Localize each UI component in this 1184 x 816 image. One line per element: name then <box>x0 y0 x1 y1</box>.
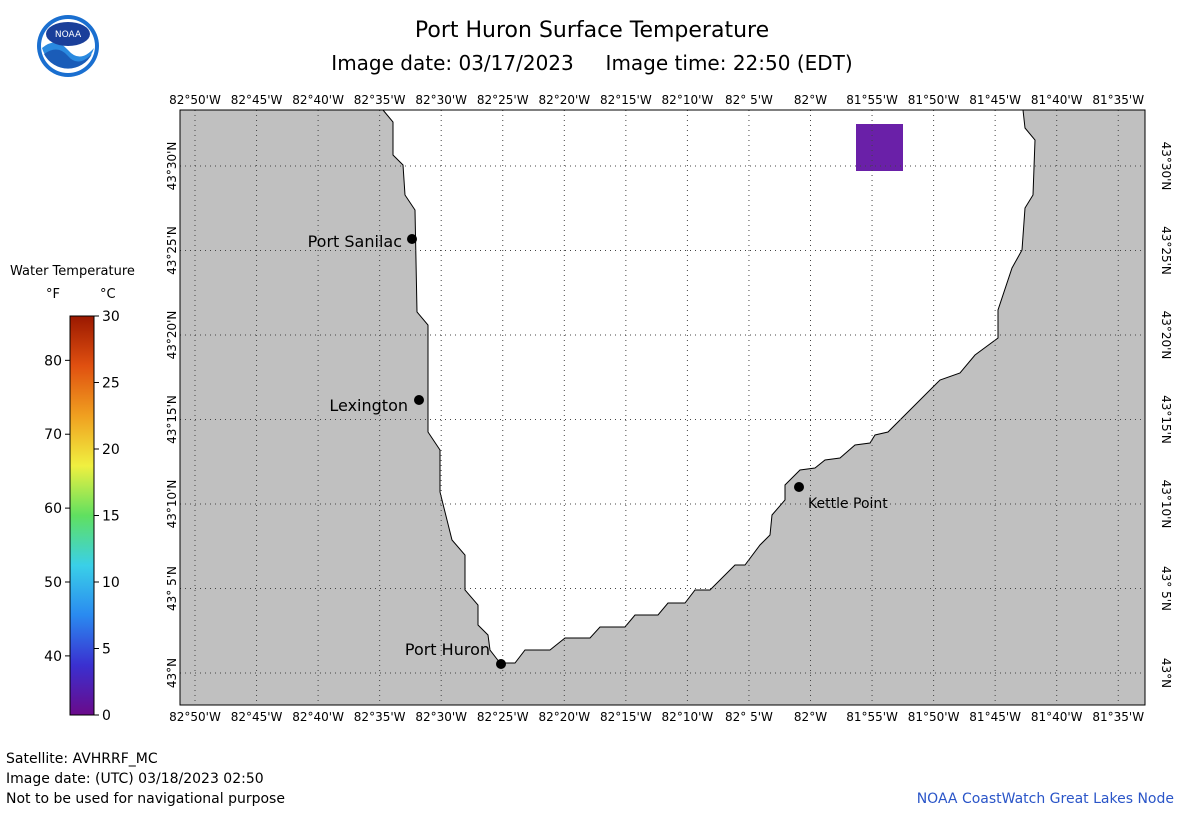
city-label: Lexington <box>329 396 408 415</box>
lon-label-bottom: 81°50'W <box>908 710 960 724</box>
lon-label-top: 82°45'W <box>231 93 283 107</box>
lat-label-right: 43° 5'N <box>1159 566 1173 611</box>
lon-label-top: 81°55'W <box>846 93 898 107</box>
land-michigan-fill <box>180 110 505 705</box>
city-label: Port Huron <box>405 640 490 659</box>
lon-label-top: 81°40'W <box>1031 93 1083 107</box>
lat-label-right: 43°25'N <box>1159 226 1173 275</box>
lon-label-bottom: 82°25'W <box>477 710 529 724</box>
lon-label-bottom: 81°35'W <box>1092 710 1144 724</box>
map-title: Port Huron Surface Temperature <box>414 18 770 43</box>
lon-label-bottom: 82°50'W <box>169 710 221 724</box>
utc-image-date: Image date: (UTC) 03/18/2023 02:50 <box>6 771 264 787</box>
sst-pixel-patch <box>856 124 903 171</box>
legend-label-c: 5 <box>102 642 111 658</box>
lon-label-top: 82°50'W <box>169 93 221 107</box>
coastline-west <box>382 109 501 664</box>
lon-label-bottom: 82°W <box>794 710 827 724</box>
city-marker <box>496 659 506 669</box>
lat-label-left: 43°N <box>165 658 179 688</box>
lon-label-bottom: 82°15'W <box>600 710 652 724</box>
legend-label-c: 30 <box>102 309 120 325</box>
lat-label-left: 43° 5'N <box>165 566 179 611</box>
city-marker <box>414 395 424 405</box>
lon-label-top: 82°15'W <box>600 93 652 107</box>
lon-label-top: 81°50'W <box>908 93 960 107</box>
lat-label-right: 43°10'N <box>1159 480 1173 529</box>
lon-label-top: 81°45'W <box>969 93 1021 107</box>
lon-label-bottom: 82°20'W <box>538 710 590 724</box>
satellite-info: Satellite: AVHRRF_MC <box>6 751 158 767</box>
city-label: Kettle Point <box>808 496 888 512</box>
lat-label-right: 43°30'N <box>1159 142 1173 191</box>
city-marker <box>407 234 417 244</box>
lon-label-top: 82° 5'W <box>725 93 773 107</box>
coastwatch-credit: NOAA CoastWatch Great Lakes Node <box>916 791 1174 807</box>
lat-label-left: 43°10'N <box>165 480 179 529</box>
lon-label-bottom: 81°40'W <box>1031 710 1083 724</box>
lon-label-top: 82°35'W <box>354 93 406 107</box>
legend-label-c: 10 <box>102 575 120 591</box>
lat-label-right: 43°N <box>1159 658 1173 688</box>
legend-label-f: 50 <box>44 575 62 591</box>
lon-label-bottom: 82° 5'W <box>725 710 773 724</box>
navigation-disclaimer: Not to be used for navigational purpose <box>6 791 285 807</box>
lat-label-left: 43°30'N <box>165 142 179 191</box>
city-label: Port Sanilac <box>308 232 402 251</box>
lat-label-left: 43°20'N <box>165 311 179 360</box>
lon-label-bottom: 81°45'W <box>969 710 1021 724</box>
lon-label-bottom: 82°40'W <box>292 710 344 724</box>
noaa-logo-icon: NOAA <box>36 14 100 78</box>
legend-unit-f: °F <box>46 287 60 302</box>
image-datetime: Image date: 03/17/2023 Image time: 22:50… <box>331 51 853 75</box>
lon-label-bottom: 82°30'W <box>415 710 467 724</box>
lat-label-right: 43°15'N <box>1159 395 1173 444</box>
lon-label-bottom: 82°10'W <box>662 710 714 724</box>
legend-label-f: 40 <box>44 649 62 665</box>
land-ontario <box>500 110 1145 705</box>
legend-label-c: 0 <box>102 708 111 724</box>
lon-label-bottom: 81°55'W <box>846 710 898 724</box>
lon-label-top: 82°W <box>794 93 827 107</box>
legend-unit-c: °C <box>100 287 116 302</box>
map-frame <box>179 109 1146 706</box>
legend-label-f: 60 <box>44 501 62 517</box>
lat-label-left: 43°15'N <box>165 395 179 444</box>
lon-label-top: 82°40'W <box>292 93 344 107</box>
legend-label-c: 20 <box>102 442 120 458</box>
lon-label-top: 82°20'W <box>538 93 590 107</box>
lon-label-bottom: 82°45'W <box>231 710 283 724</box>
legend-title: Water Temperature <box>10 264 135 279</box>
lat-label-right: 43°20'N <box>1159 311 1173 360</box>
legend-label-f: 80 <box>44 353 62 369</box>
city-marker <box>794 482 804 492</box>
lon-label-top: 82°10'W <box>662 93 714 107</box>
logo-text: NOAA <box>55 30 82 40</box>
lon-label-bottom: 82°35'W <box>354 710 406 724</box>
lat-label-left: 43°25'N <box>165 226 179 275</box>
legend-label-f: 70 <box>44 427 62 443</box>
legend-color-bar <box>69 315 95 716</box>
legend-label-c: 25 <box>102 376 120 392</box>
lon-label-top: 82°30'W <box>415 93 467 107</box>
coastline-east <box>500 109 1036 664</box>
lon-label-top: 81°35'W <box>1092 93 1144 107</box>
lon-label-top: 82°25'W <box>477 93 529 107</box>
legend-label-c: 15 <box>102 509 120 525</box>
